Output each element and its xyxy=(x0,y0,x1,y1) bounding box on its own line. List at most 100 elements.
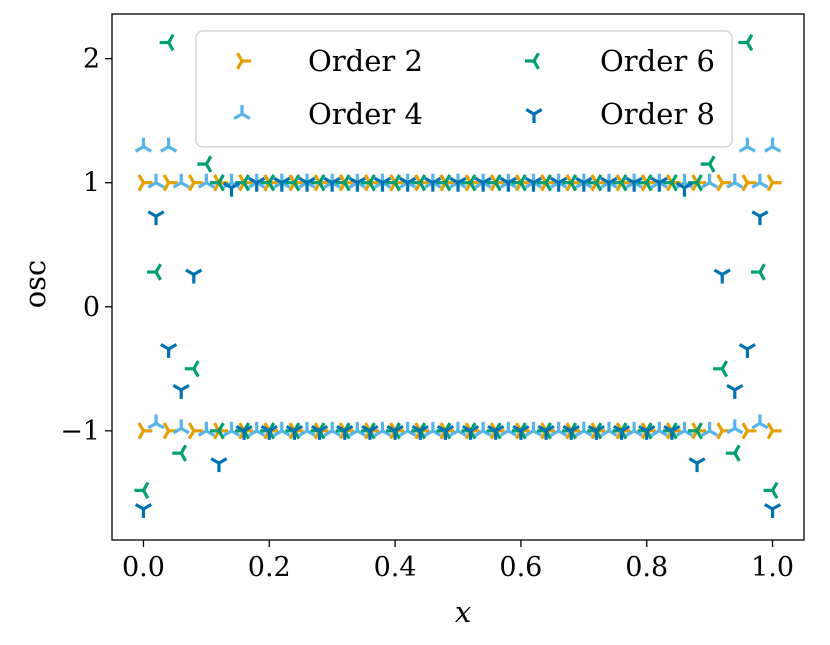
data-point xyxy=(137,422,153,440)
y-tick-label: 1 xyxy=(83,168,100,199)
data-point xyxy=(311,424,329,440)
data-point xyxy=(524,176,543,192)
x-tick-label: 0.4 xyxy=(374,552,417,583)
data-point xyxy=(172,384,190,399)
data-point xyxy=(248,176,266,192)
data-point xyxy=(738,33,754,52)
data-point xyxy=(461,424,480,440)
data-point xyxy=(386,174,401,192)
data-point xyxy=(650,421,668,437)
data-point xyxy=(348,421,366,437)
data-point xyxy=(184,360,200,378)
data-point xyxy=(738,137,756,153)
x-tick-label: 0.2 xyxy=(248,552,291,583)
data-point xyxy=(162,174,178,192)
series-order-8 xyxy=(134,176,782,518)
data-point xyxy=(209,422,225,440)
data-point xyxy=(160,137,178,153)
data-point xyxy=(637,174,653,192)
data-point xyxy=(298,421,316,437)
data-point xyxy=(716,174,732,192)
data-point xyxy=(662,174,678,192)
data-point xyxy=(763,503,782,518)
data-point xyxy=(612,424,631,440)
data-point xyxy=(436,424,455,440)
data-point xyxy=(386,424,404,440)
data-point xyxy=(336,424,354,440)
data-point xyxy=(688,422,703,440)
legend-entry: Order 8 xyxy=(525,97,715,131)
data-point xyxy=(550,421,568,437)
legend-entry: Order 4 xyxy=(233,97,423,131)
data-point xyxy=(235,424,253,440)
data-point xyxy=(750,263,766,281)
data-point xyxy=(147,263,162,281)
data-point xyxy=(688,457,706,473)
legend-marker xyxy=(236,52,251,70)
data-point xyxy=(235,174,250,192)
data-point xyxy=(424,421,442,437)
data-point xyxy=(600,176,618,192)
data-point xyxy=(172,419,190,435)
data-point xyxy=(424,176,442,192)
y-tick-label: 0 xyxy=(83,292,100,323)
data-point xyxy=(449,176,467,192)
marks-layer xyxy=(134,33,782,518)
data-point xyxy=(260,174,276,192)
data-point xyxy=(701,421,719,437)
data-point xyxy=(675,181,694,197)
data-point xyxy=(575,421,593,437)
data-point xyxy=(625,421,643,437)
x-tick-label: 0.6 xyxy=(499,552,542,583)
data-point xyxy=(511,174,527,192)
data-point xyxy=(726,419,744,435)
data-point xyxy=(487,424,505,440)
data-point xyxy=(187,174,203,192)
data-point xyxy=(688,174,703,192)
data-point xyxy=(197,421,215,437)
data-point xyxy=(436,174,452,192)
data-point xyxy=(562,424,580,440)
data-point xyxy=(726,173,744,189)
data-point xyxy=(675,421,694,437)
data-point xyxy=(399,421,417,437)
data-point xyxy=(713,268,731,284)
data-point xyxy=(766,422,782,440)
data-point xyxy=(751,414,769,430)
data-point xyxy=(310,174,326,192)
data-point xyxy=(587,174,603,192)
data-point xyxy=(323,176,341,192)
data-point xyxy=(373,421,392,437)
data-point xyxy=(625,176,643,192)
data-point xyxy=(474,176,492,192)
data-point xyxy=(335,174,351,192)
data-point xyxy=(726,384,744,399)
data-point xyxy=(741,174,757,192)
legend-frame xyxy=(195,30,733,148)
legend-marker xyxy=(525,108,543,123)
data-point xyxy=(741,422,757,440)
y-tick-label: 2 xyxy=(83,44,100,75)
y-axis-label: osc xyxy=(18,260,52,309)
x-tick-label: 1.0 xyxy=(751,552,794,583)
data-point xyxy=(134,503,153,518)
data-point xyxy=(185,268,203,284)
data-point xyxy=(248,421,266,437)
data-point xyxy=(650,176,668,192)
data-point xyxy=(222,181,241,197)
data-point xyxy=(197,173,215,189)
data-point xyxy=(360,174,376,192)
data-point xyxy=(285,174,301,192)
data-point xyxy=(562,174,578,192)
data-point xyxy=(701,173,719,189)
ticks-layer: 0.0 0.2 0.4 0.6 0.8 1.0 −1 0 1 2 xyxy=(60,44,794,583)
data-point xyxy=(159,33,175,52)
series-order-4 xyxy=(134,137,782,437)
data-point xyxy=(361,424,379,440)
data-point xyxy=(260,424,278,440)
data-point xyxy=(411,174,427,192)
data-point xyxy=(700,155,716,173)
x-tick-label: 0.0 xyxy=(122,552,165,583)
legend: Order 2 Order 4 Order 6 Order 8 xyxy=(195,30,733,148)
